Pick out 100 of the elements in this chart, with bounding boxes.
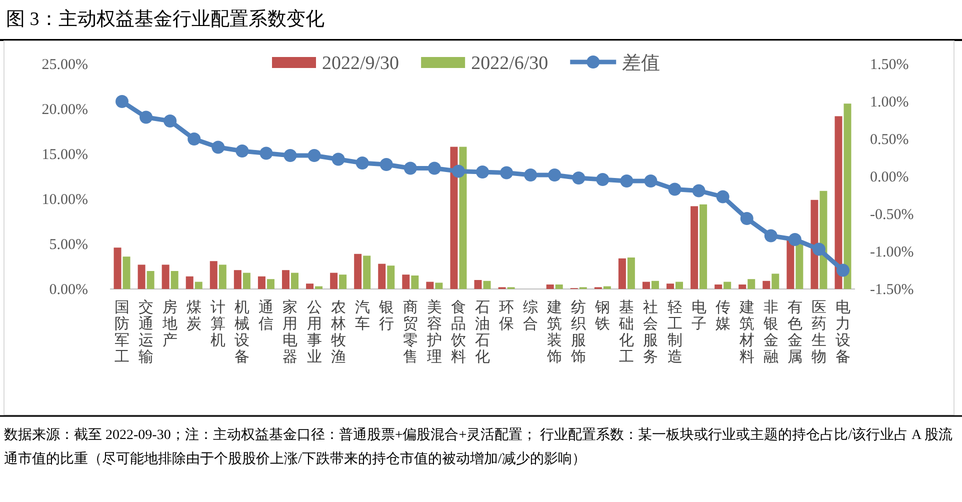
x-tick-label: 传媒 (715, 300, 730, 332)
x-tick-label: 通信 (258, 299, 274, 332)
bar (378, 264, 386, 289)
bar (282, 270, 290, 289)
bar (738, 284, 746, 289)
point (380, 158, 393, 171)
point (788, 233, 802, 246)
x-tick-label: 汽车 (354, 299, 370, 332)
x-tick-label: 轻工制造 (667, 299, 682, 366)
x-tick-label: 农林牧渔 (330, 300, 346, 366)
x-tick-label: 国防军工 (114, 300, 130, 366)
x-tick-label: 医药生物 (811, 300, 826, 366)
bar (762, 280, 770, 289)
bar (748, 279, 756, 289)
bar (618, 258, 626, 289)
x-tick-label: 环保 (499, 300, 514, 332)
x-tick-label: 钢铁 (594, 300, 610, 332)
point (308, 149, 321, 162)
bar (234, 270, 242, 289)
bar (772, 274, 780, 289)
x-tick-label: 商贸零售 (402, 299, 418, 366)
bar (242, 272, 250, 289)
point (620, 174, 634, 188)
x-tick-label: 银行 (378, 300, 394, 332)
chart-title: 图 3：主动权益基金行业配置系数变化 (6, 8, 324, 32)
x-tick-label: 食品饮料 (450, 299, 466, 366)
x-tick-label: 交通运输 (138, 299, 154, 366)
y2-tick-label: 1.00% (870, 94, 909, 110)
bar (186, 276, 194, 289)
point (188, 132, 201, 146)
bar (411, 276, 419, 289)
x-tick-label: 计算机 (210, 299, 226, 349)
x-tick-label: 非银金融 (762, 299, 778, 366)
point (212, 140, 225, 154)
legend-label: 2022/6/30 (471, 53, 548, 74)
y-tick-label: 20.00% (42, 102, 88, 118)
bar (194, 282, 202, 289)
point (452, 164, 465, 178)
point (236, 144, 249, 158)
bar (330, 272, 338, 289)
bar (642, 282, 650, 289)
bar (450, 146, 458, 289)
bar (122, 256, 130, 289)
y-tick-label: 15.00% (42, 147, 88, 163)
point (692, 184, 706, 198)
y2-tick-label: 0.50% (870, 132, 909, 148)
x-tick-label: 综合 (523, 299, 538, 332)
y2-tick-label: 1.50% (870, 57, 909, 73)
x-tick-label: 纺织服饰 (570, 299, 586, 366)
bar (363, 256, 371, 289)
bar (700, 204, 708, 289)
point (716, 190, 730, 204)
x-tick-label: 电子 (691, 299, 706, 332)
point (140, 110, 153, 124)
point (764, 229, 778, 242)
bar (546, 284, 554, 289)
point (260, 146, 273, 160)
point (836, 264, 850, 277)
y2-tick-label: -0.50% (870, 207, 914, 223)
bar (306, 284, 314, 289)
x-tick-label: 建筑装饰 (546, 299, 562, 366)
point (332, 152, 345, 166)
y-tick-label: 0.00% (49, 282, 88, 298)
point (572, 172, 586, 184)
point (356, 156, 369, 170)
x-tick-label: 石油石化 (475, 300, 490, 366)
point (284, 149, 297, 162)
bar (402, 274, 410, 289)
bar (170, 271, 178, 289)
bar (315, 286, 323, 289)
bar (258, 276, 266, 289)
point (116, 95, 129, 108)
bar (426, 282, 434, 289)
legend-label: 差值 (622, 53, 660, 74)
x-tick-label: 电力设备 (835, 299, 850, 366)
bar (435, 282, 443, 289)
bar (474, 280, 482, 289)
x-tick-label: 煤炭 (186, 299, 202, 332)
x-tick-label: 建筑材料 (738, 299, 754, 366)
bar (690, 206, 698, 289)
y2-tick-label: 0.00% (870, 170, 909, 186)
bar (603, 286, 611, 289)
point (428, 162, 441, 175)
bar (666, 284, 674, 289)
x-tick-label: 美容护理 (426, 299, 442, 366)
x-tick-label: 基础化工 (618, 299, 634, 366)
point (164, 114, 177, 128)
y-tick-label: 25.00% (42, 57, 88, 73)
bar (724, 282, 732, 289)
bar (483, 280, 491, 289)
bar (266, 279, 274, 289)
x-tick-label: 公用事业 (306, 299, 322, 366)
bar (138, 264, 146, 289)
point (596, 173, 610, 186)
bar (844, 104, 852, 289)
source-note: 数据来源：截至 2022-09-30；注：主动权益基金口径：普通股票+偏股混合+灵活配置； 行业配置系数：某一板块或行业或主题的持仓占比/该行业占 A 股流通市值的比重（尽可能地排除由于个股股价上涨/下跌带来的持仓市值的被动增加/减少的影响） (4, 426, 954, 469)
x-tick-label: 有色金属 (787, 299, 802, 366)
bar (555, 284, 563, 289)
y-tick-label: 5.00% (49, 237, 88, 253)
point (668, 182, 682, 196)
